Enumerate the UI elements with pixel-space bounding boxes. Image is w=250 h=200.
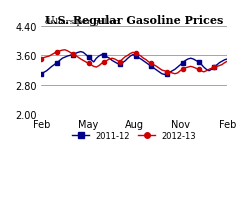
Legend: 2011-12, 2012-13: 2011-12, 2012-13: [69, 128, 199, 144]
Text: dollars per gallon: dollars per gallon: [45, 18, 119, 26]
Title: U.S. Regular Gasoline Prices: U.S. Regular Gasoline Prices: [45, 15, 223, 26]
